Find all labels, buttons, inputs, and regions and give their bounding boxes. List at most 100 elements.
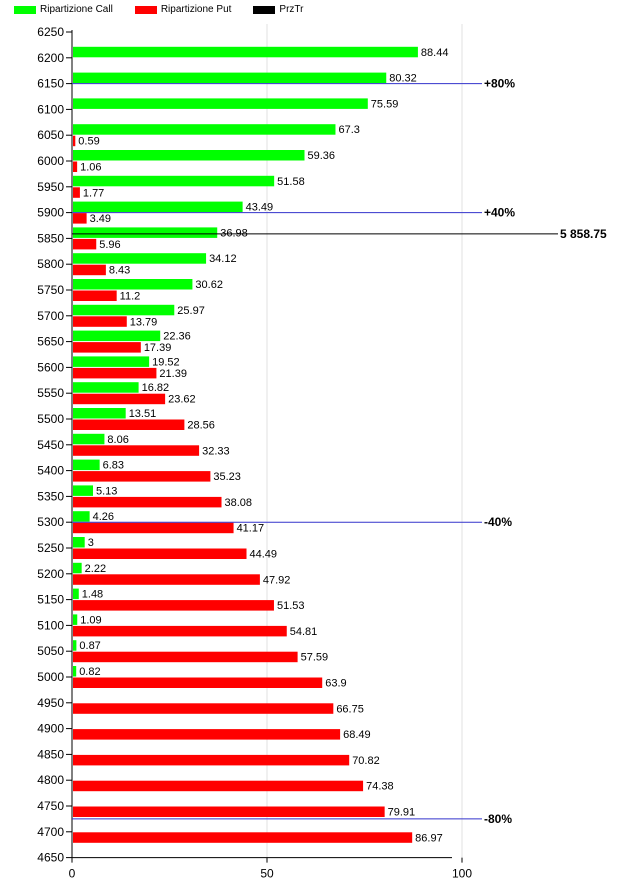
data-label-put-5050: 57.59: [301, 652, 329, 664]
data-label-call-5600: 19.52: [152, 356, 180, 368]
bar-call-5150: [73, 588, 79, 600]
bar-call-5250: [73, 537, 85, 548]
bar-put-5500: [73, 419, 185, 430]
data-label-put-5250: 44.49: [250, 549, 278, 561]
bar-call-5050: [73, 640, 77, 651]
y-tick-label-6100: 6100: [37, 102, 64, 116]
bar-call-5500: [73, 408, 126, 419]
legend-item-przttr: PrzTr: [253, 4, 303, 15]
data-label-call-6000: 59.36: [308, 150, 336, 162]
bar-put-5000: [73, 677, 323, 688]
data-label-put-5800: 8.43: [109, 265, 130, 277]
x-tick-label-0: 0: [69, 867, 76, 881]
reference-line-label-4: -80%: [484, 812, 512, 826]
bar-call-5900: [73, 201, 243, 213]
price-line-label: 5 858.75: [560, 227, 607, 241]
bar-put-5650: [73, 342, 141, 353]
data-label-put-5100: 54.81: [290, 626, 318, 638]
y-tick-label-5650: 5650: [37, 335, 64, 349]
data-label-call-5100: 1.09: [80, 614, 101, 626]
bar-put-4750: [73, 806, 385, 817]
bar-call-6150: [73, 72, 387, 84]
bar-call-5450: [73, 433, 105, 445]
bar-call-5600: [73, 356, 150, 367]
legend-label-put: Ripartizione Put: [160, 4, 232, 15]
bar-call-5000: [73, 666, 77, 677]
data-label-call-6200: 88.44: [421, 47, 449, 59]
legend-swatch-przttr: [253, 5, 276, 14]
bar-put-5450: [73, 445, 200, 456]
data-label-put-5000: 63.9: [325, 678, 346, 690]
bar-put-5900: [73, 213, 87, 224]
data-label-call-5300: 4.26: [93, 511, 114, 523]
bar-put-6050: [73, 135, 76, 147]
data-label-put-5750: 11.2: [120, 291, 141, 303]
data-label-call-5500: 13.51: [129, 408, 157, 420]
y-tick-label-5000: 5000: [37, 670, 64, 684]
y-tick-label-5950: 5950: [37, 180, 64, 194]
data-label-put-4750: 79.91: [388, 807, 416, 819]
bar-put-5100: [73, 625, 287, 637]
y-tick-label-5550: 5550: [37, 386, 64, 400]
reference-line-label-3: -40%: [484, 515, 512, 529]
bar-put-5050: [73, 651, 298, 663]
data-label-call-5900: 43.49: [246, 202, 274, 214]
data-label-put-5200: 47.92: [263, 574, 291, 586]
legend-item-call: Ripartizione Call: [14, 4, 113, 15]
bar-put-5300: [73, 522, 234, 534]
bar-put-5950: [73, 187, 80, 198]
y-tick-label-5100: 5100: [37, 618, 64, 632]
bar-call-5400: [73, 459, 100, 471]
data-label-call-5800: 34.12: [209, 253, 237, 265]
y-tick-label-4800: 4800: [37, 773, 64, 787]
y-tick-label-5450: 5450: [37, 438, 64, 452]
y-tick-label-5700: 5700: [37, 309, 64, 323]
data-label-call-6050: 67.3: [338, 124, 359, 136]
y-tick-label-6050: 6050: [37, 128, 64, 142]
bar-put-5850: [73, 238, 97, 250]
legend-label-przttr: PrzTr: [279, 4, 304, 15]
bar-put-5700: [73, 316, 127, 327]
data-label-call-5050: 0.87: [79, 640, 100, 652]
y-tick-label-5300: 5300: [37, 515, 64, 529]
data-label-put-4950: 66.75: [336, 703, 364, 715]
y-tick-label-5900: 5900: [37, 206, 64, 220]
data-label-call-5700: 25.97: [177, 305, 205, 317]
data-label-call-5550: 16.82: [142, 382, 170, 394]
legend-swatch-put: [134, 5, 157, 14]
bar-call-5950: [73, 175, 275, 187]
x-tick-label-50: 50: [260, 867, 274, 881]
bar-put-5600: [73, 367, 157, 379]
bar-put-4800: [73, 780, 364, 792]
y-tick-label-4700: 4700: [37, 825, 64, 839]
y-tick-label-6150: 6150: [37, 77, 64, 91]
bar-put-4700: [73, 832, 413, 843]
bar-call-5700: [73, 304, 175, 316]
data-label-call-5950: 51.58: [277, 176, 305, 188]
y-tick-label-4950: 4950: [37, 696, 64, 710]
data-label-call-5450: 8.06: [107, 434, 128, 446]
data-label-put-5650: 17.39: [144, 342, 172, 354]
bar-put-5800: [73, 264, 106, 276]
bar-put-6000: [73, 161, 78, 172]
bar-put-5250: [73, 548, 247, 559]
data-label-call-5400: 6.83: [103, 460, 124, 472]
legend-swatch-call: [14, 5, 36, 14]
data-label-call-5150: 1.48: [82, 589, 103, 601]
data-label-put-5700: 13.79: [130, 316, 158, 328]
y-tick-label-5750: 5750: [37, 283, 64, 297]
data-label-call-6150: 80.32: [389, 73, 417, 85]
data-label-call-5650: 22.36: [163, 331, 191, 343]
data-label-put-5950: 1.77: [83, 187, 104, 199]
bar-call-6200: [73, 46, 418, 58]
data-label-put-5600: 21.39: [159, 368, 187, 380]
bar-call-6100: [73, 98, 368, 109]
bar-call-5300: [73, 511, 90, 522]
bar-call-5800: [73, 253, 207, 264]
data-label-call-5200: 2.22: [85, 563, 106, 575]
bar-call-6050: [73, 124, 336, 135]
y-tick-label-5250: 5250: [37, 541, 64, 555]
bar-put-4900: [73, 729, 341, 740]
data-label-put-4800: 74.38: [366, 781, 394, 793]
